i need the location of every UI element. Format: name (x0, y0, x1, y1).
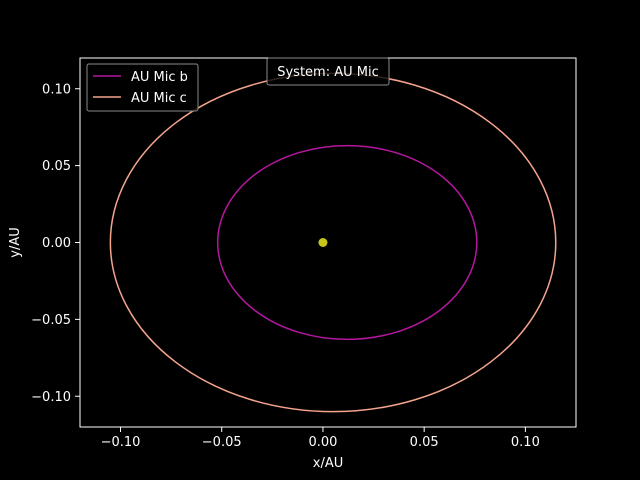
chart-title-background (266, 57, 390, 86)
y-tick-label: 0.05 (42, 159, 71, 174)
x-tick-label: −0.05 (202, 435, 242, 450)
orbit-line-1 (216, 144, 478, 341)
y-axis-ticks: −0.10 −0.05 0.00 0.05 0.10 (31, 82, 80, 405)
x-axis-label: x/AU (313, 456, 343, 471)
legend-label: AU Mic b (131, 70, 188, 85)
legend-label: AU Mic c (131, 91, 187, 106)
y-tick-label: −0.10 (31, 390, 71, 405)
x-axis-ticks: −0.10 −0.05 0.00 0.05 0.10 (101, 427, 540, 450)
legend: AU Mic b AU Mic c (86, 63, 199, 112)
chart-title: System: AU Mic (277, 65, 379, 80)
x-tick-label: 0.00 (308, 435, 337, 450)
y-tick-label: 0.00 (42, 236, 71, 251)
y-axis-label: y/AU (8, 227, 23, 257)
x-tick-label: 0.10 (511, 435, 540, 450)
star-marker (318, 238, 328, 247)
y-tick-label: −0.05 (31, 313, 71, 328)
chart-title-box: System: AU Mic (266, 57, 390, 86)
x-tick-label: 0.05 (410, 435, 439, 450)
star-layer (318, 238, 328, 247)
y-tick-label: 0.10 (42, 82, 71, 97)
x-tick-label: −0.10 (101, 435, 141, 450)
